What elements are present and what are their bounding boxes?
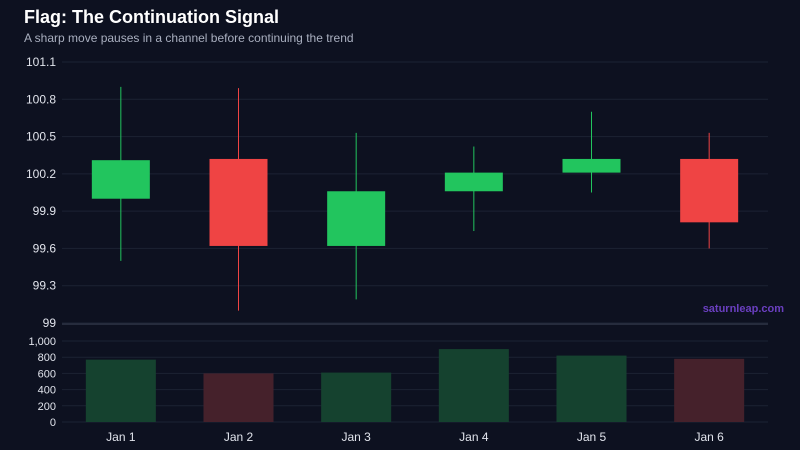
volume-bar <box>674 358 745 422</box>
volume-tick-label: 1,000 <box>28 336 56 348</box>
candle-body <box>327 191 386 246</box>
volume-axis-labels: 1,000 800 600 400 200 0 <box>28 336 56 429</box>
x-tick-label: Jan 3 <box>341 430 371 444</box>
volume-tick-label: 400 <box>38 385 56 397</box>
price-tick-label: 99.9 <box>33 204 57 218</box>
volume-grid <box>62 340 768 423</box>
chart-subtitle: A sharp move pauses in a channel before … <box>24 31 354 45</box>
x-tick-label: Jan 6 <box>694 430 724 444</box>
chart-title: Flag: The Continuation Signal <box>24 7 279 27</box>
price-tick-label: 100.5 <box>26 130 56 144</box>
price-tick-label: 100.8 <box>26 92 56 106</box>
price-tick-label: 100.2 <box>26 167 56 181</box>
candle-body <box>562 158 621 173</box>
candle-body <box>680 158 739 223</box>
price-tick-label: 99 <box>43 316 57 330</box>
watermark: saturnleap.com <box>703 303 785 315</box>
x-tick-label: Jan 2 <box>224 430 254 444</box>
volume-tick-label: 800 <box>38 352 56 364</box>
price-tick-label: 101.1 <box>26 55 56 69</box>
volume-bars <box>85 349 745 422</box>
x-tick-label: Jan 1 <box>106 430 136 444</box>
price-axis-labels: 101.1 100.8 100.5 100.2 99.9 99.6 99.3 99 <box>26 55 56 330</box>
volume-bar <box>85 359 156 422</box>
volume-bar <box>321 372 392 422</box>
price-tick-label: 99.3 <box>33 279 57 293</box>
price-tick-label: 99.6 <box>33 241 57 255</box>
volume-bar <box>556 355 627 422</box>
x-axis-labels: Jan 1 Jan 2 Jan 3 Jan 4 Jan 5 Jan 6 <box>106 430 724 444</box>
volume-tick-label: 200 <box>38 401 56 413</box>
volume-tick-label: 600 <box>38 368 56 380</box>
candle-body <box>209 158 268 246</box>
volume-tick-label: 0 <box>50 417 56 429</box>
candles <box>91 86 739 311</box>
x-tick-label: Jan 4 <box>459 430 489 444</box>
volume-bar <box>438 349 509 422</box>
volume-bar <box>203 373 274 422</box>
x-tick-label: Jan 5 <box>577 430 607 444</box>
candle-body <box>91 160 150 199</box>
price-grid <box>62 61 768 324</box>
candle-body <box>444 172 503 192</box>
